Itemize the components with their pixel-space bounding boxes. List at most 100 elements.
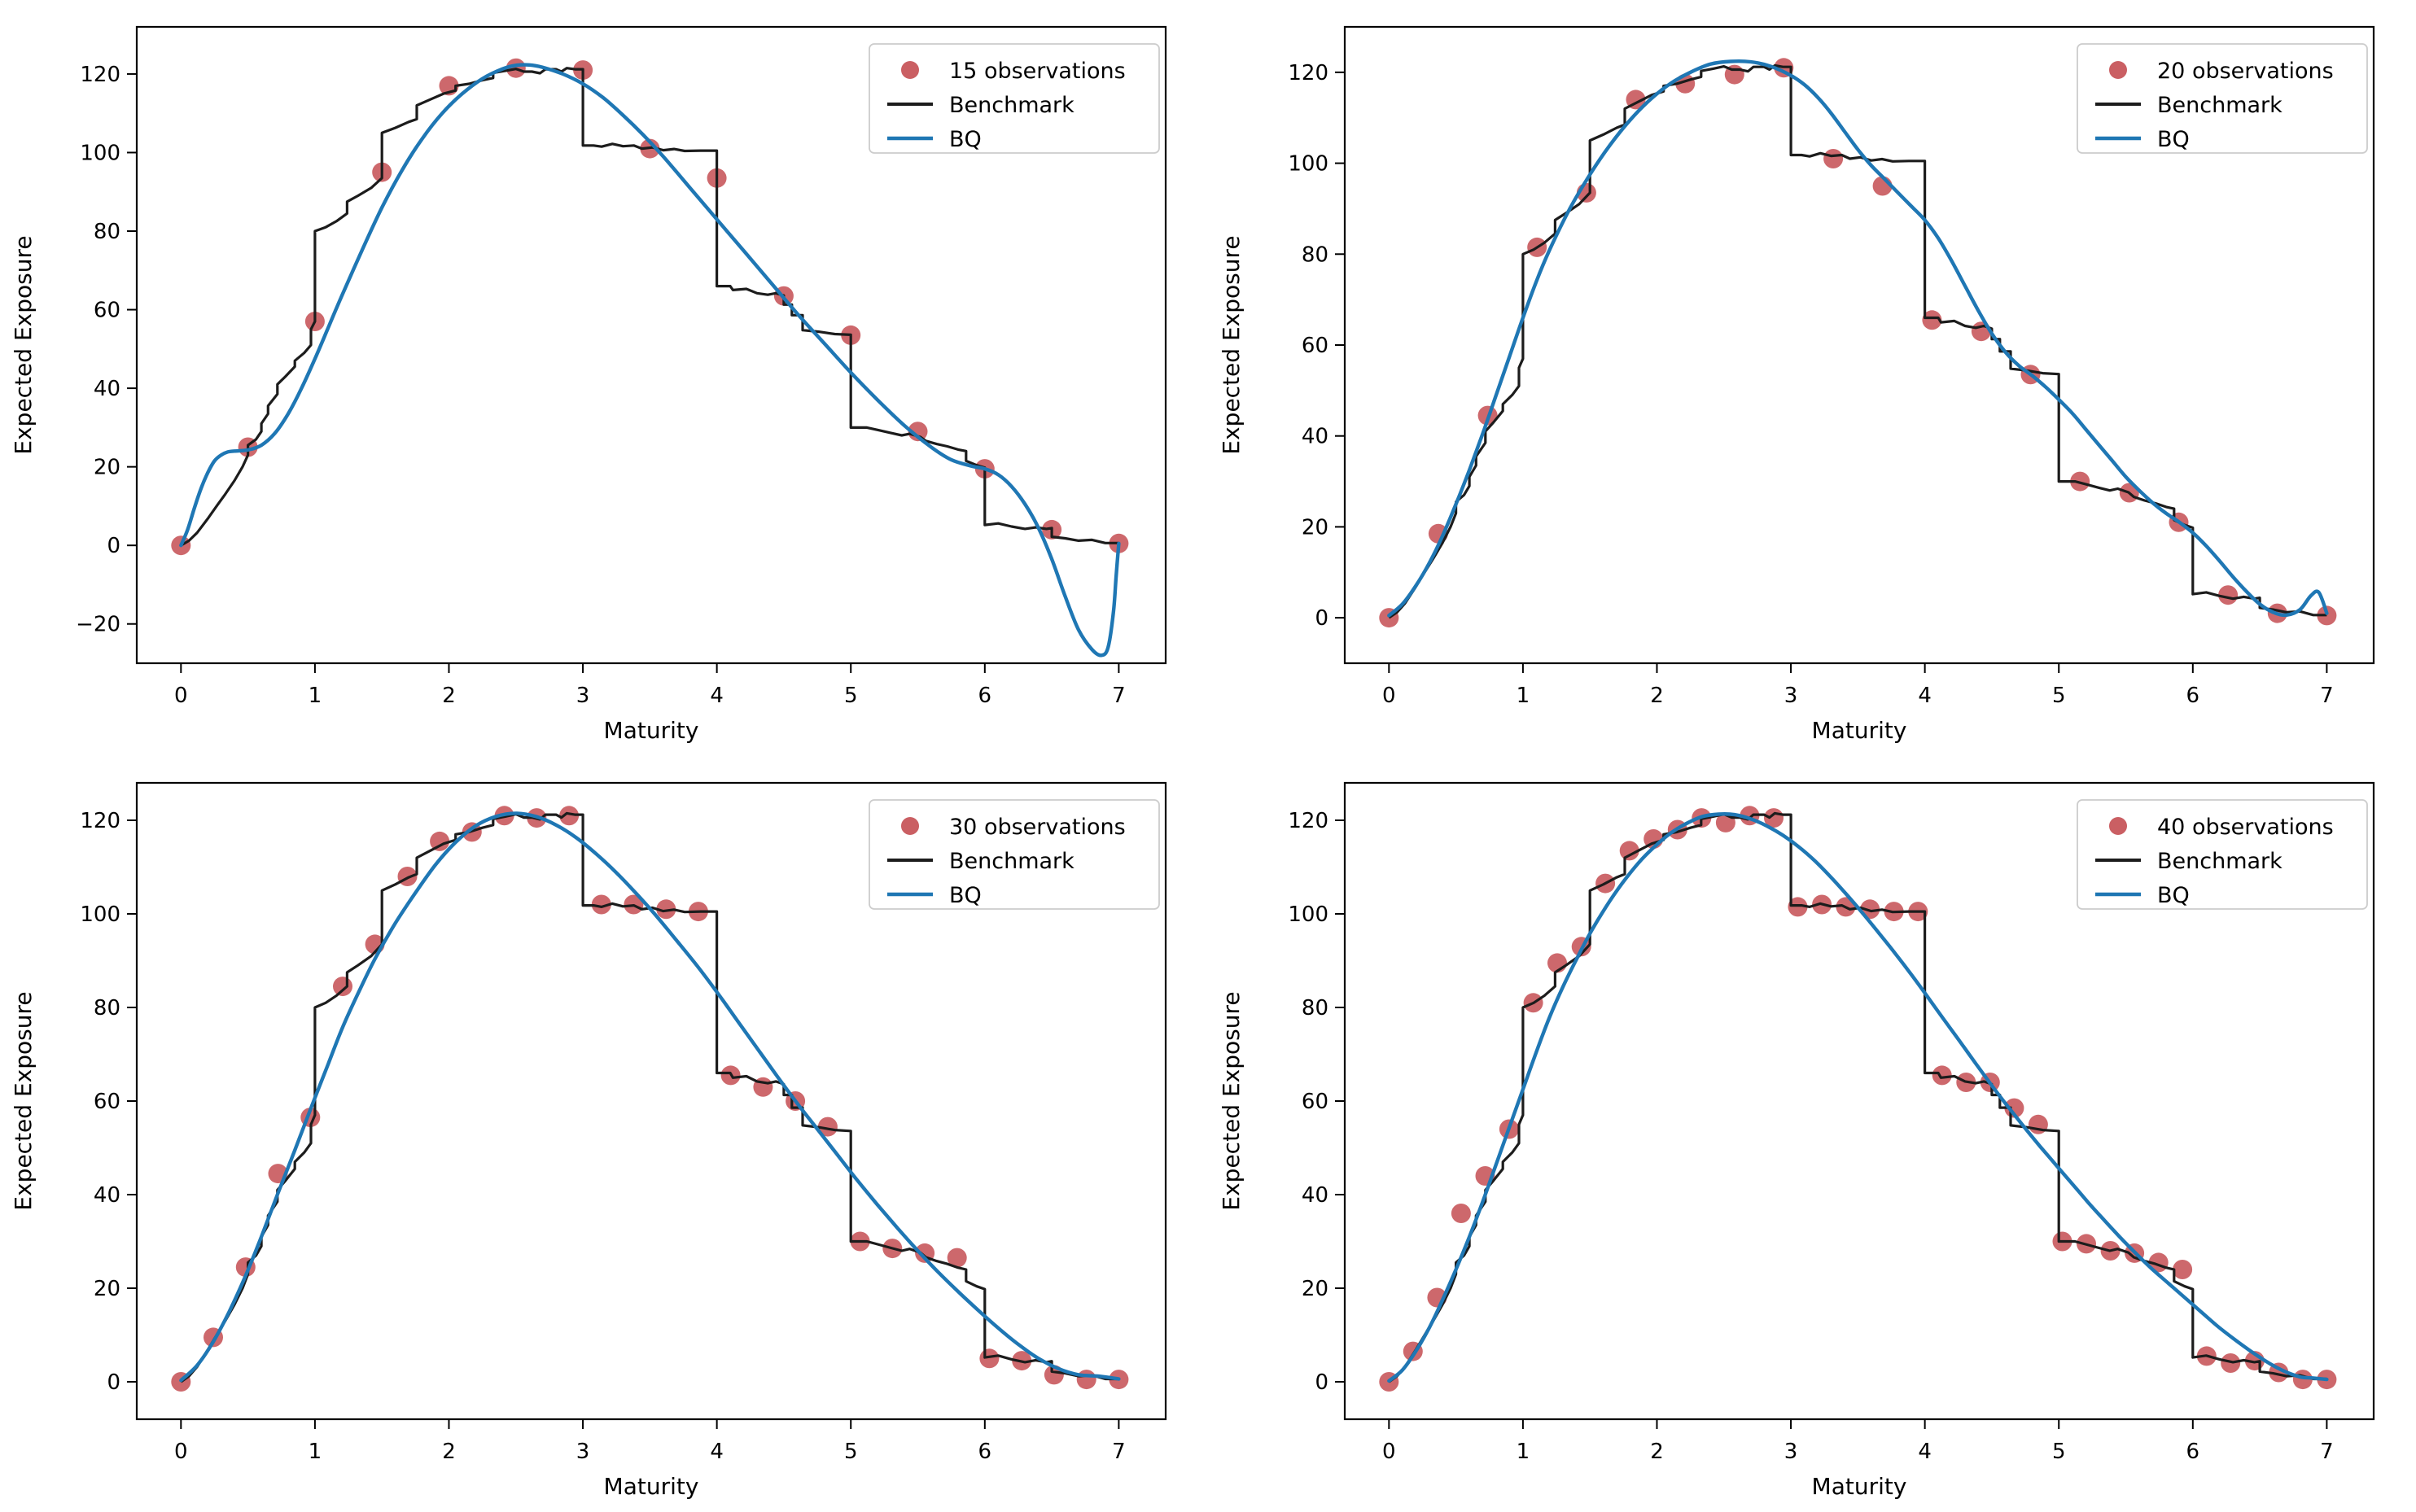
- y-tick-label: 0: [107, 1370, 120, 1395]
- x-tick-label: 4: [1918, 1440, 1932, 1464]
- legend-label-observations: 30 observations: [949, 815, 1126, 840]
- chart-svg-top-right: 0 1 2 3 4 5 6 7 0 20 40 60 80 100 120 Maturity Expected …: [1218, 25, 2375, 744]
- observation-point: [1788, 897, 1808, 917]
- y-axis-label: Expected Exposure: [1218, 235, 1245, 454]
- x-tick-label: 5: [844, 684, 858, 708]
- x-tick-label: 3: [576, 1440, 590, 1464]
- x-tick-label: 1: [1517, 684, 1530, 708]
- y-tick-label: 100: [1288, 902, 1328, 927]
- x-tick-label: 3: [1784, 684, 1798, 708]
- legend-label-bq: BQ: [949, 127, 982, 152]
- y-tick-label: 120: [80, 809, 120, 833]
- x-tick-label: 5: [844, 1440, 858, 1464]
- observations-dot-swatch: [901, 817, 919, 835]
- y-axis-label: Expected Exposure: [1218, 991, 1245, 1210]
- y-tick-label: 60: [94, 1090, 120, 1114]
- observation-point: [430, 831, 450, 851]
- x-tick-label: 5: [2052, 1440, 2066, 1464]
- bq-line: [1387, 59, 2329, 618]
- y-tick-label: 0: [1315, 606, 1328, 631]
- x-tick-label: 3: [1784, 1440, 1798, 1464]
- x-tick-label: 7: [1112, 684, 1126, 708]
- y-tick-label: 60: [94, 299, 120, 323]
- y-tick-label: 20: [94, 456, 120, 480]
- observation-point: [2173, 1260, 2193, 1279]
- x-axis-label: Maturity: [1812, 717, 1907, 744]
- x-tick-label: 6: [2186, 1440, 2200, 1464]
- x-tick-label: 1: [309, 684, 322, 708]
- chart-svg-bottom-left: 0 1 2 3 4 5 6 7 0 20 40 60 80 100 120 Maturity Expected …: [10, 781, 1167, 1500]
- legend: 40 observations Benchmark BQ: [2077, 799, 2368, 910]
- observation-point: [559, 806, 580, 826]
- x-tick-label: 0: [174, 684, 188, 708]
- legend-label-bq: BQ: [949, 883, 982, 908]
- x-tick-label: 0: [1382, 1440, 1396, 1464]
- observation-point: [979, 1348, 1000, 1369]
- observation-point: [333, 977, 352, 997]
- legend-label-observations: 15 observations: [949, 59, 1126, 84]
- y-tick-label: 80: [94, 996, 120, 1020]
- observation-point: [817, 1117, 838, 1137]
- legend-label-bq: BQ: [2157, 127, 2190, 152]
- benchmark-line: [180, 67, 1119, 547]
- legend-label-benchmark: Benchmark: [2157, 93, 2283, 118]
- benchmark-line: [180, 811, 1119, 1383]
- y-tick-label: 20: [1302, 515, 1328, 540]
- bq-line: [179, 63, 1121, 658]
- observation-point: [1823, 149, 1844, 168]
- x-tick-label: 6: [2186, 684, 2200, 708]
- x-tick-label: 6: [978, 684, 992, 708]
- observation-point: [1619, 841, 1639, 861]
- y-axis-label: Expected Exposure: [10, 991, 37, 1210]
- observations-dot-swatch: [901, 61, 919, 79]
- benchmark-line: [1388, 811, 2327, 1383]
- x-tick-label: 7: [2320, 1440, 2334, 1464]
- x-tick-label: 0: [174, 1440, 188, 1464]
- legend: 20 observations Benchmark BQ: [2077, 43, 2368, 154]
- x-tick-label: 3: [576, 684, 590, 708]
- x-tick-label: 5: [2052, 684, 2066, 708]
- legend-box: [869, 43, 1160, 154]
- legend-label-observations: 20 observations: [2157, 59, 2334, 84]
- chart-svg-bottom-right: 0 1 2 3 4 5 6 7 0 20 40 60 80 100 120 Maturity Expected …: [1218, 781, 2375, 1500]
- observation-point: [1451, 1204, 1471, 1223]
- bq-line: [1387, 812, 2329, 1383]
- x-axis-label: Maturity: [1812, 1473, 1907, 1500]
- x-tick-label: 4: [710, 1440, 724, 1464]
- y-tick-label: 60: [1302, 1090, 1328, 1114]
- x-axis-label: Maturity: [604, 717, 699, 744]
- chart-panel-bottom-right: 0 1 2 3 4 5 6 7 0 20 40 60 80 100 120 Maturity Expected …: [1208, 756, 2416, 1512]
- x-tick-label: 6: [978, 1440, 992, 1464]
- y-tick-label: 80: [94, 220, 120, 244]
- chart-panel-bottom-left: 0 1 2 3 4 5 6 7 0 20 40 60 80 100 120 Maturity Expected …: [0, 756, 1208, 1512]
- x-tick-label: 7: [2320, 684, 2334, 708]
- y-tick-label: 20: [94, 1277, 120, 1301]
- x-tick-label: 1: [309, 1440, 322, 1464]
- observation-point: [656, 899, 676, 920]
- observation-point: [1922, 310, 1942, 330]
- y-tick-label: 120: [1288, 809, 1328, 833]
- y-tick-label: 100: [1288, 152, 1328, 177]
- x-tick-label: 2: [442, 1440, 456, 1464]
- x-tick-label: 7: [1112, 1440, 1126, 1464]
- y-tick-label: 100: [80, 141, 120, 165]
- observation-point: [908, 422, 928, 442]
- y-tick-label: −20: [76, 613, 120, 637]
- y-tick-label: 120: [80, 63, 120, 87]
- legend-label-observations: 40 observations: [2157, 815, 2334, 840]
- bq-line: [179, 811, 1121, 1383]
- y-tick-label: 120: [1288, 61, 1328, 85]
- y-tick-label: 40: [1302, 425, 1328, 449]
- observation-point: [1076, 1370, 1096, 1390]
- x-tick-label: 2: [442, 684, 456, 708]
- y-tick-label: 40: [1302, 1183, 1328, 1208]
- y-tick-label: 60: [1302, 334, 1328, 358]
- observation-point: [2004, 1098, 2024, 1118]
- legend-box: [869, 799, 1160, 910]
- y-tick-label: 0: [107, 534, 120, 558]
- y-tick-label: 0: [1315, 1370, 1328, 1395]
- legend: 15 observations Benchmark BQ: [869, 43, 1160, 154]
- legend-box: [2077, 43, 2368, 154]
- y-tick-label: 40: [94, 1183, 120, 1208]
- legend: 30 observations Benchmark BQ: [869, 799, 1160, 910]
